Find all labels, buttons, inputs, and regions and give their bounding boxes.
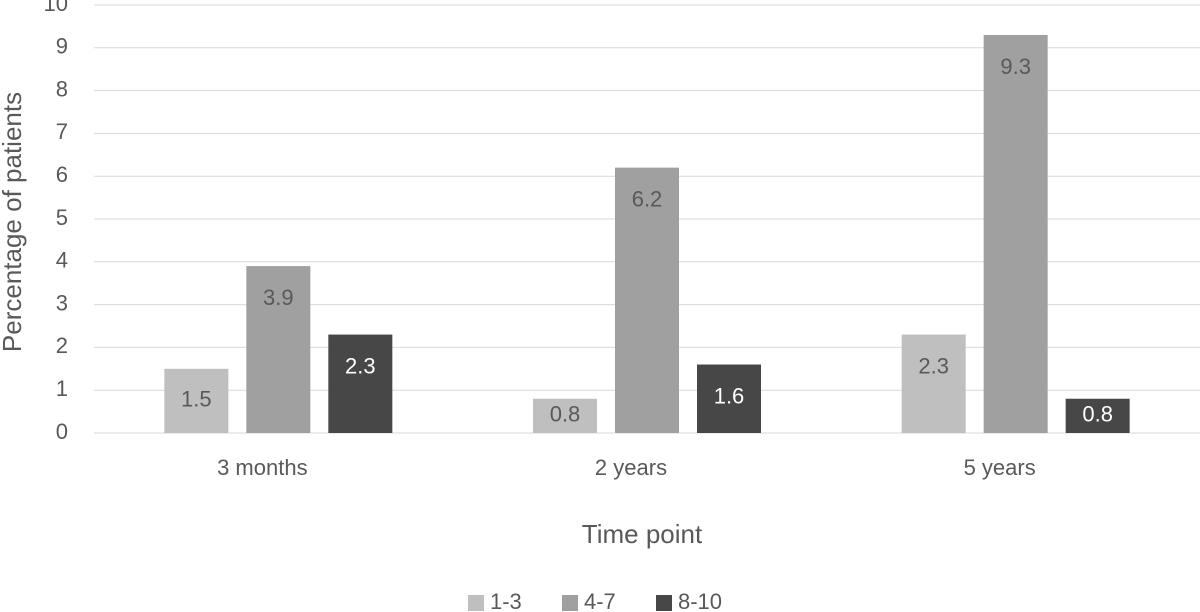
legend-swatch <box>562 595 578 611</box>
data-label: 3.9 <box>263 285 294 310</box>
x-tick-label: 5 years <box>964 455 1036 480</box>
bar <box>164 368 229 433</box>
y-tick-label: 6 <box>56 162 68 187</box>
data-label: 2.3 <box>918 353 949 378</box>
y-tick-label: 0 <box>56 419 68 444</box>
bar <box>697 364 761 433</box>
bar <box>1065 398 1130 433</box>
bar <box>328 334 393 433</box>
data-label: 2.3 <box>345 353 376 378</box>
legend-label: 4-7 <box>584 589 616 612</box>
y-tick-label: 10 <box>44 0 68 16</box>
x-axis-title: Time point <box>582 519 703 549</box>
y-tick-label: 9 <box>56 34 68 59</box>
y-tick-label: 1 <box>56 376 68 401</box>
y-tick-label: 7 <box>56 119 68 144</box>
y-tick-label: 4 <box>56 248 68 273</box>
data-label: 1.5 <box>181 387 212 412</box>
y-tick-label: 8 <box>56 76 68 101</box>
bar <box>246 266 311 433</box>
data-label: 9.3 <box>1000 54 1031 79</box>
bar <box>983 34 1048 434</box>
bar <box>901 334 966 433</box>
y-tick-label: 3 <box>56 290 68 315</box>
bar <box>615 167 679 433</box>
y-tick-label: 2 <box>56 333 68 358</box>
x-tick-label: 3 months <box>217 455 308 480</box>
data-label: 0.8 <box>1082 402 1113 427</box>
x-tick-label: 2 years <box>595 455 667 480</box>
bar <box>533 398 597 433</box>
data-label: 0.8 <box>550 402 581 427</box>
legend-swatch <box>656 595 672 611</box>
legend-label: 8-10 <box>678 589 722 612</box>
y-axis-title: Percentage of patients <box>0 92 27 352</box>
y-tick-label: 5 <box>56 205 68 230</box>
legend-label: 1-3 <box>490 589 522 612</box>
data-label: 1.6 <box>714 383 745 408</box>
data-label: 6.2 <box>632 186 663 211</box>
legend-swatch <box>468 595 484 611</box>
